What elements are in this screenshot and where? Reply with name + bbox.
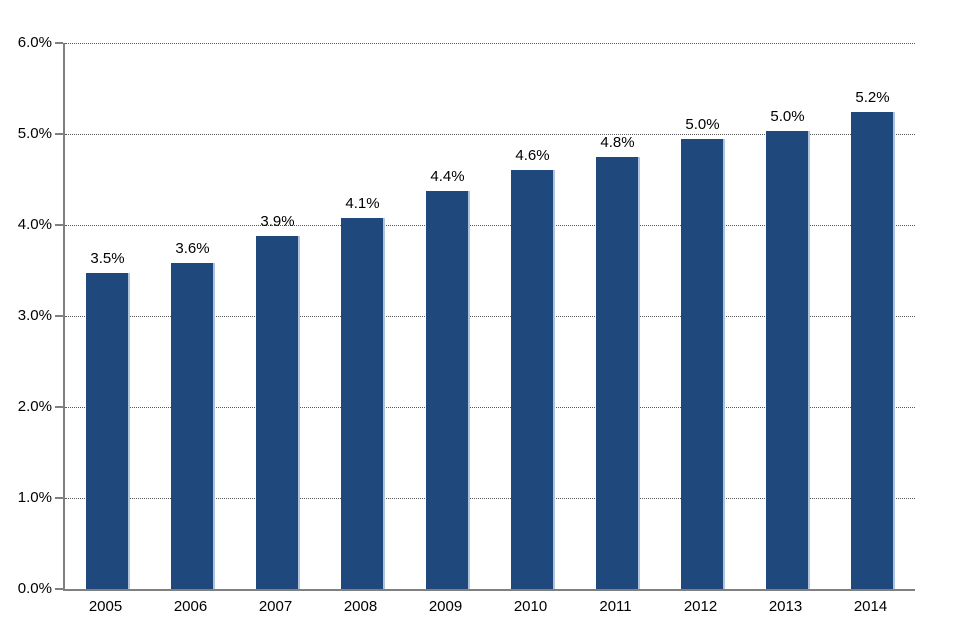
y-axis-tick-label: 1.0% xyxy=(17,489,52,506)
gridline xyxy=(65,225,915,226)
bar-2012 xyxy=(680,138,725,589)
y-axis-tick-label: 0.0% xyxy=(17,580,52,597)
bar-2009 xyxy=(425,191,470,589)
gridline xyxy=(65,498,915,499)
bar-value-label: 5.0% xyxy=(685,115,720,133)
y-axis-tick-label: 6.0% xyxy=(17,34,52,51)
y-axis-tick xyxy=(55,315,63,317)
gridline xyxy=(65,316,915,317)
bar-value-label: 5.0% xyxy=(770,108,805,126)
bar-value-label: 4.1% xyxy=(345,194,380,212)
bar-value-label: 4.8% xyxy=(600,133,635,151)
y-axis-tick xyxy=(55,224,63,226)
bar-2013 xyxy=(765,131,810,589)
bar-2010 xyxy=(510,170,555,589)
bar-2014 xyxy=(850,112,895,589)
y-axis-tick-label: 5.0% xyxy=(17,125,52,142)
x-axis-tick-label: 2012 xyxy=(683,598,718,615)
bar-value-label: 4.6% xyxy=(515,147,550,165)
x-axis-tick-label: 2009 xyxy=(428,598,463,615)
bar-value-label: 4.4% xyxy=(430,168,465,186)
x-axis-tick-label: 2014 xyxy=(853,598,888,615)
gridline xyxy=(65,134,915,135)
y-axis-tick xyxy=(55,406,63,408)
y-axis-tick xyxy=(55,133,63,135)
y-axis-tick-label: 3.0% xyxy=(17,307,52,324)
x-axis-tick-label: 2006 xyxy=(173,598,208,615)
y-axis-tick xyxy=(55,497,63,499)
bar-2008 xyxy=(340,217,385,589)
y-axis-tick xyxy=(55,588,63,590)
bar-value-label: 3.9% xyxy=(260,212,295,230)
x-axis-tick-label: 2011 xyxy=(599,598,632,615)
bar-2006 xyxy=(170,263,215,589)
x-axis-tick-label: 2007 xyxy=(258,598,293,615)
y-axis-tick-label: 4.0% xyxy=(17,216,52,233)
bar-2005 xyxy=(85,273,130,589)
x-axis-tick-label: 2005 xyxy=(88,598,123,615)
gridline xyxy=(65,43,915,44)
bar-2007 xyxy=(255,235,300,589)
x-axis-tick-label: 2013 xyxy=(768,598,803,615)
y-axis-tick-label: 2.0% xyxy=(17,398,52,415)
gridline xyxy=(65,407,915,408)
bar-value-label: 3.5% xyxy=(90,250,125,268)
x-axis-tick-label: 2008 xyxy=(343,598,378,615)
bar-2011 xyxy=(595,156,640,589)
bar-value-label: 3.6% xyxy=(175,240,210,258)
x-axis-tick-label: 2010 xyxy=(513,598,548,615)
y-axis-tick xyxy=(55,42,63,44)
bar-value-label: 5.2% xyxy=(855,89,890,107)
plot-area: 3.5% 3.6% 3.9% 4.1% 4.4% 4.6% 4.8% 5.0% 5.0% 5.2% xyxy=(63,43,915,591)
